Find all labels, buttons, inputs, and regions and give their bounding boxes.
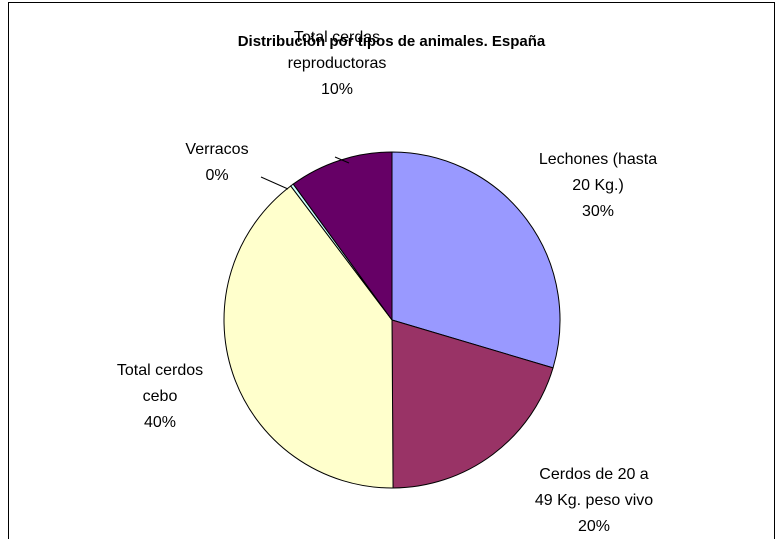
slice-label: Total cerdos cebo 40%: [110, 358, 210, 436]
pie-slice: [391, 319, 554, 489]
value-label: 30%: [581, 203, 615, 220]
category-label: Cerdos de 20 a 49 Kg. peso vivo: [534, 466, 654, 509]
category-label: Total cerdos cebo: [116, 362, 204, 405]
category-label: Total cerdas reproductoras: [287, 29, 387, 72]
chart-title: Distribución por tipos de animales. Espa…: [237, 33, 546, 50]
pie-slice: [223, 185, 394, 489]
pie-slice: [292, 151, 393, 322]
category-label: Verracos: [185, 141, 249, 158]
pie-slice: [391, 151, 561, 369]
pie: [223, 151, 561, 489]
value-label: 40%: [143, 414, 177, 431]
value-label: 0%: [205, 167, 229, 184]
leader-line: [334, 156, 350, 164]
slice-label: Cerdos de 20 a 49 Kg. peso vivo 20%: [532, 462, 656, 539]
slice-label: Verracos 0%: [167, 137, 267, 189]
slice-label: Total cerdas reproductoras 10%: [285, 25, 389, 103]
value-label: 20%: [577, 518, 611, 535]
category-label: Lechones (hasta 20 Kg.): [538, 151, 658, 194]
value-label: 10%: [320, 81, 354, 98]
leader-line: [260, 176, 289, 190]
slice-label: Lechones (hasta 20 Kg.) 30%: [536, 147, 660, 225]
